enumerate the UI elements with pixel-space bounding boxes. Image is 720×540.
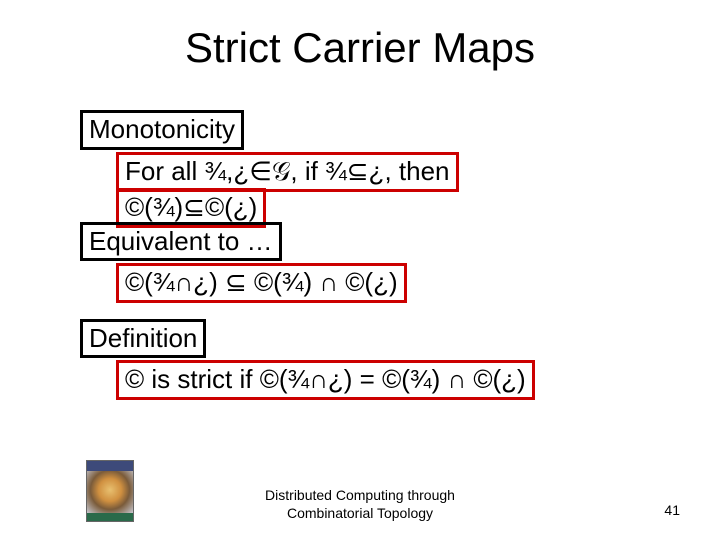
line-monotonicity: Monotonicity (80, 110, 640, 150)
page-number: 41 (664, 502, 680, 518)
text-intersub: ©(¾∩¿) ⊆ ©(¾) ∩ ©(¿) (116, 263, 407, 303)
text-forall: For all ¾,¿∈𝒢, if ¾⊆¿, then (116, 152, 459, 193)
footer-line1: Distributed Computing through (265, 487, 455, 503)
label-definition: Definition (80, 319, 206, 359)
label-monotonicity: Monotonicity (80, 110, 244, 150)
label-equiv: Equivalent to … (80, 222, 282, 262)
line-definition: Definition (80, 319, 640, 359)
line-intersub: ©(¾∩¿) ⊆ ©(¾) ∩ ©(¿) (116, 263, 640, 303)
text-strict: © is strict if ©(¾∩¿) = ©(¾) ∩ ©(¿) (116, 360, 535, 400)
line-forall: For all ¾,¿∈𝒢, if ¾⊆¿, then (116, 152, 640, 193)
slide-body: Monotonicity For all ¾,¿∈𝒢, if ¾⊆¿, then… (80, 110, 640, 400)
slide: Strict Carrier Maps Monotonicity For all… (0, 0, 720, 540)
slide-title: Strict Carrier Maps (0, 24, 720, 72)
line-strict: © is strict if ©(¾∩¿) = ©(¾) ∩ ©(¿) (116, 360, 640, 400)
line-equiv: Equivalent to … (80, 222, 640, 262)
footer-line2: Combinatorial Topology (287, 505, 433, 521)
footer: Distributed Computing through Combinator… (0, 487, 720, 522)
